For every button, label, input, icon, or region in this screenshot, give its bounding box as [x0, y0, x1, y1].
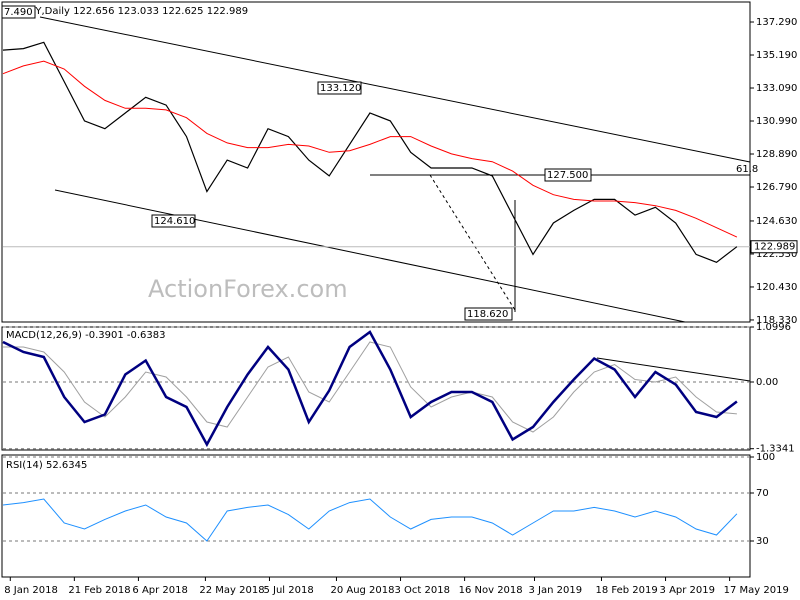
y-tick-label: 135.190 — [756, 50, 797, 61]
y-tick-label: 70 — [756, 488, 769, 499]
anno-box — [464, 307, 513, 321]
anno-label: 133.120 — [320, 83, 361, 94]
fib-line — [429, 174, 516, 311]
panel-title: RSI(14) 52.6345 — [6, 460, 87, 471]
x-tick-label: 6 Apr 2018 — [132, 585, 187, 596]
y-tick-label: 0.00 — [756, 377, 778, 388]
anno-box — [317, 81, 362, 95]
x-tick-label: 3 Oct 2018 — [395, 585, 450, 596]
y-tick-label: 126.790 — [756, 182, 797, 193]
x-tick-label: 20 Aug 2018 — [330, 585, 394, 596]
y-tick-label: 122.530 — [756, 249, 797, 260]
x-tick-label: 21 Feb 2018 — [68, 585, 130, 596]
y-tick-label: 130.990 — [756, 116, 797, 127]
x-tick-label: 8 Jan 2018 — [4, 585, 58, 596]
y-tick-label: 118.330 — [756, 315, 797, 326]
x-tick-label: 3 Apr 2019 — [660, 585, 715, 596]
y-tick-label: 120.430 — [756, 282, 797, 293]
anno-box — [544, 168, 592, 182]
x-tick-label: 3 Jan 2019 — [528, 585, 582, 596]
y-tick-label: -1.3341 — [756, 444, 795, 455]
anno-box — [1, 5, 36, 19]
y-tick-label: 100 — [756, 452, 775, 463]
series-line — [2, 60, 738, 238]
anno-label: 61.8 — [736, 164, 758, 175]
macd-trendline — [596, 357, 751, 382]
anno-label: 127.500 — [547, 170, 588, 181]
panel-title: EURJPY,Daily 122.656 123.033 122.625 122… — [6, 6, 248, 17]
series-line — [2, 498, 738, 542]
series-line — [2, 330, 738, 448]
y-tick-label: 133.090 — [756, 83, 797, 94]
anno-label: 118.620 — [467, 309, 508, 320]
x-tick-label: 22 May 2018 — [199, 585, 264, 596]
x-tick-label: 17 May 2019 — [724, 585, 789, 596]
panel-title: MACD(12,26,9) -0.3901 -0.6383 — [6, 330, 166, 341]
price-label: 122.989 — [754, 242, 795, 253]
price-box — [750, 240, 798, 254]
series-line — [3, 341, 737, 433]
anno-box — [151, 214, 196, 228]
y-tick-label: 30 — [756, 536, 769, 547]
y-tick-label: 137.290 — [756, 17, 797, 28]
y-tick-label: 128.890 — [756, 149, 797, 160]
anno-label: 124.610 — [154, 216, 195, 227]
rsi-panel — [1, 454, 751, 578]
anno-label: 7.490 — [4, 7, 33, 18]
channel-top — [39, 16, 751, 163]
x-tick-label: 5 Jul 2018 — [263, 585, 313, 596]
series-line — [2, 41, 738, 263]
price-panel — [1, 1, 751, 323]
x-tick-label: 16 Nov 2018 — [459, 585, 523, 596]
y-tick-label: 1.0996 — [756, 322, 791, 333]
channel-bottom — [54, 189, 686, 323]
x-tick-label: 18 Feb 2019 — [595, 585, 657, 596]
y-tick-label: 124.630 — [756, 216, 797, 227]
watermark: ActionForex.com — [148, 275, 348, 303]
